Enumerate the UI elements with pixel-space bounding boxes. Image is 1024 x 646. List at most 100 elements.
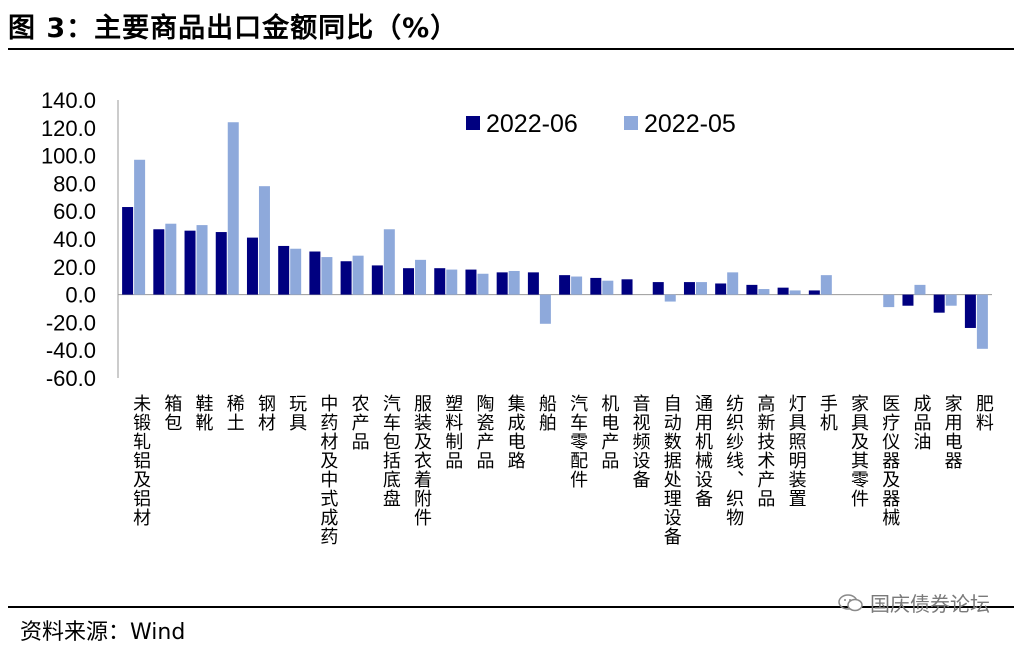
x-category-label: 手机 [817, 394, 838, 432]
legend: 2022-06 2022-05 [466, 110, 736, 138]
x-category-label: 农产品 [349, 394, 370, 451]
legend-label: 2022-06 [486, 110, 578, 138]
bar-2022-06 [777, 287, 789, 295]
bar-2022-05 [352, 255, 364, 295]
y-tick-label: -20.0 [46, 310, 96, 335]
bar-2022-06 [371, 265, 383, 295]
y-tick-label: 140.0 [41, 88, 96, 113]
watermark-text: 国庆债券论坛 [870, 592, 990, 616]
x-category-label: 医疗仪器及器械 [879, 394, 900, 527]
y-tick-label: 80.0 [53, 171, 96, 196]
y-tick-label: 100.0 [41, 144, 96, 169]
x-category-label: 家用电器 [942, 394, 963, 470]
x-category-label: 鞋靴 [193, 394, 214, 432]
legend-label: 2022-05 [644, 110, 736, 138]
x-category-label: 自动数据处理设备 [661, 394, 682, 546]
bar-2022-05 [789, 290, 801, 295]
x-category-label: 稀土 [224, 394, 245, 432]
x-category-label: 箱包 [161, 394, 182, 432]
y-tick-label: -60.0 [46, 366, 96, 391]
x-category-label: 高新技术产品 [754, 394, 775, 508]
y-tick-label: 20.0 [53, 255, 96, 280]
bar-2022-05 [134, 159, 146, 295]
y-tick-label: 0.0 [65, 283, 96, 308]
x-category-label: 肥料 [973, 394, 994, 432]
bar-2022-06 [184, 230, 196, 295]
bar-2022-06 [808, 290, 820, 295]
bar-2022-05 [539, 294, 551, 324]
bar-2022-06 [246, 237, 258, 295]
bar-2022-06 [153, 229, 165, 295]
x-category-label: 陶瓷产品 [473, 394, 494, 470]
bar-2022-05 [258, 186, 270, 295]
axes [117, 100, 992, 378]
bar-2022-06 [715, 283, 727, 295]
bar-2022-06 [933, 294, 945, 313]
bar-2022-05 [196, 225, 208, 295]
bar-2022-06 [559, 275, 571, 295]
bar-2022-06 [621, 279, 633, 295]
x-category-label: 玩具 [286, 394, 307, 432]
bar-2022-05 [914, 284, 926, 295]
bar-2022-06 [403, 268, 415, 295]
bar-2022-06 [902, 294, 914, 306]
bar-2022-05 [290, 248, 302, 295]
bar-2022-06 [746, 284, 758, 295]
bar-2022-06 [652, 282, 664, 295]
bar-2022-05 [571, 276, 583, 295]
bar-2022-06 [434, 268, 446, 295]
bar-2022-06 [527, 272, 539, 295]
bar-2022-05 [477, 273, 489, 295]
x-category-label: 成品油 [910, 394, 931, 451]
source-note: 资料来源：Wind [20, 620, 186, 645]
x-category-label: 未锻轧铝及铝材 [130, 394, 151, 527]
bar-2022-05 [227, 122, 239, 295]
bar-2022-06 [683, 282, 695, 295]
bar-2022-05 [945, 294, 957, 306]
bar-2022-05 [508, 270, 520, 295]
x-category-label: 汽车包括底盘 [380, 394, 401, 508]
bar-2022-05 [976, 294, 988, 349]
bar-2022-05 [758, 289, 770, 295]
bar-2022-05 [664, 294, 676, 302]
bar-2022-05 [820, 275, 832, 295]
x-category-label: 中药材及中式成药 [317, 394, 338, 546]
bar-2022-05 [383, 229, 395, 295]
bar-2022-06 [309, 251, 321, 295]
bar-2022-05 [695, 282, 707, 295]
bar-2022-05 [446, 269, 458, 295]
x-category-label: 集成电路 [505, 394, 526, 470]
bar-2022-05 [602, 280, 614, 295]
bar-2022-05 [165, 223, 177, 295]
x-category-label: 服装及衣着附件 [411, 394, 432, 527]
bars [122, 122, 988, 349]
top-rule [8, 48, 1014, 50]
y-tick-label: -40.0 [46, 338, 96, 363]
y-tick-label: 40.0 [53, 227, 96, 252]
x-category-label: 机电产品 [598, 394, 619, 470]
x-category-label: 塑料制品 [442, 394, 463, 470]
y-tick-labels: 140.0 120.0 100.080.0 60.0 40.0 20.0 0.0-20.0 -… [41, 88, 96, 391]
bar-2022-06 [122, 207, 134, 295]
x-category-label: 船舶 [536, 394, 557, 432]
bar-2022-06 [278, 245, 290, 295]
bar-2022-06 [496, 272, 508, 295]
y-tick-label: 60.0 [53, 199, 96, 224]
legend-swatch [624, 116, 638, 130]
chart-title: 图 3：主要商品出口金额同比（%） [8, 13, 459, 44]
x-category-label: 钢材 [255, 394, 276, 432]
bar-2022-06 [465, 269, 477, 295]
bar-2022-05 [727, 272, 739, 295]
bar-2022-06 [590, 277, 602, 295]
bar-2022-05 [415, 259, 427, 295]
bar-2022-06 [215, 232, 227, 295]
bar-2022-06 [964, 294, 976, 328]
bottom-rule [8, 606, 1014, 608]
wechat-icon [838, 593, 863, 611]
bar-2022-05 [883, 294, 895, 308]
bar-chart: 140.0 120.0 100.080.0 60.0 40.0 20.0 0.0-20.0 -… [41, 88, 994, 546]
x-category-label: 纺织纱线、织物 [723, 394, 744, 527]
bar-2022-05 [321, 257, 333, 295]
x-category-label: 汽车零配件 [567, 394, 588, 489]
watermark: 国庆债券论坛 [838, 588, 990, 617]
